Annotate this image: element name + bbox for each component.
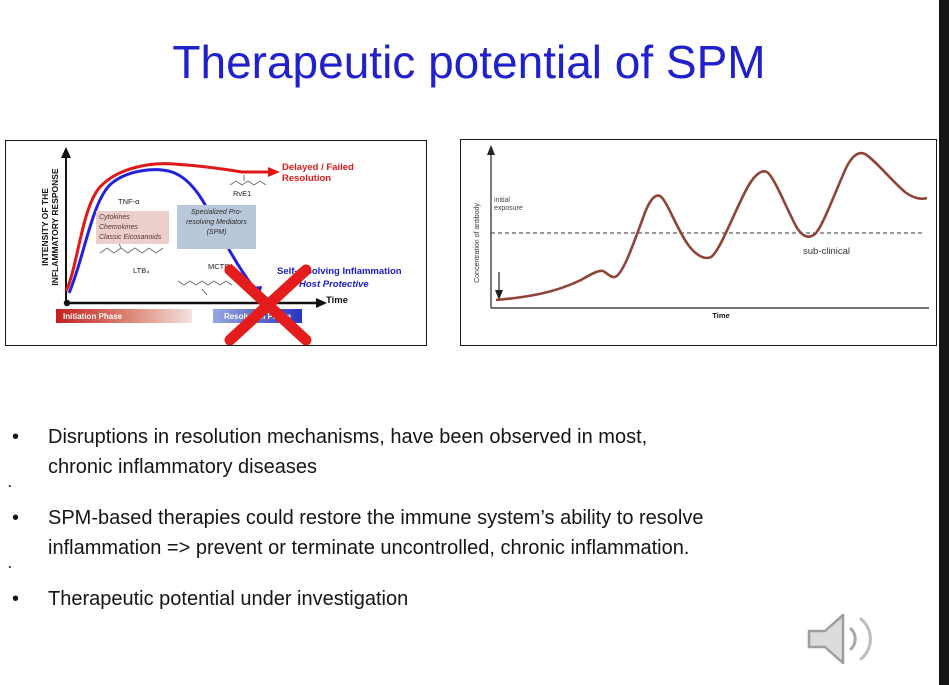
- window-edge-strip: [939, 0, 949, 685]
- initial-exposure-arrowhead-icon: [495, 290, 503, 300]
- bullet-item: • Disruptions in resolution mechanisms, …: [12, 422, 912, 482]
- mctr1-structure-icon: [177, 280, 233, 296]
- initiation-phase-bar: Initiation Phase: [56, 309, 192, 323]
- x-axis-arrowhead-icon: [316, 298, 327, 308]
- bullet-marker: •: [12, 588, 20, 610]
- self-resolving-label: Self-resolving Inflammation: [277, 266, 402, 277]
- stray-bullet-dot: .: [8, 475, 12, 490]
- sound-wave-large-icon: [859, 617, 872, 661]
- bullet-text: SPM-based therapies could restore the im…: [48, 507, 704, 559]
- initial-exposure-label: initial exposure: [494, 197, 523, 213]
- sub-clinical-label: sub-clinical: [803, 246, 850, 257]
- classic-mediators-box: Cytokines Chemokines Classic Eicosanoids: [96, 211, 169, 244]
- y-axis-arrowhead-icon: [487, 145, 495, 155]
- antibody-figure: Concentration of antibody initial exposu…: [460, 139, 937, 346]
- antibody-y-axis-label: Concentration of antibody: [474, 203, 481, 283]
- speaker-body-icon: [807, 613, 845, 665]
- antibody-x-axis-label: Time: [712, 311, 730, 320]
- red-arrowhead-icon: [268, 167, 280, 177]
- sound-wave-small-icon: [849, 627, 857, 651]
- spm-mediators-box: Specialized Pro- resolving Mediators (SP…: [177, 205, 256, 249]
- rve1-label: RvE1: [233, 189, 252, 198]
- bullet-item: • Therapeutic potential under investigat…: [12, 584, 912, 614]
- inflammation-y-axis-label: INTENSITY OF THE INFLAMMATORY RESPONSE: [40, 168, 60, 286]
- audio-speaker-icon[interactable]: [797, 605, 887, 673]
- bullet-marker: •: [12, 507, 20, 529]
- resolution-phase-bar: Resolution Phase: [213, 309, 302, 323]
- bullet-item: • SPM-based therapies could restore the …: [12, 503, 912, 563]
- bullet-marker: •: [12, 426, 20, 448]
- stray-bullet-dot: .: [8, 556, 12, 571]
- delayed-resolution-curve: [64, 162, 270, 292]
- blue-arrowhead-icon: [251, 286, 262, 301]
- antibody-concentration-curve: [495, 151, 928, 302]
- ltb4-label: LTB₄: [133, 266, 150, 275]
- antibody-chart-graphics: [487, 145, 929, 309]
- host-protective-label: Host Protective: [299, 279, 369, 290]
- tnf-alpha-label: TNF-α: [118, 197, 140, 206]
- slide-title: Therapeutic potential of SPM: [172, 36, 766, 88]
- mctr1-label: MCTR1: [208, 262, 234, 271]
- delayed-failed-resolution-label: Delayed / Failed Resolution: [282, 162, 354, 185]
- y-axis-arrowhead-icon: [61, 147, 71, 158]
- rve1-structure-icon: [229, 175, 267, 186]
- axis-origin-dot: [63, 299, 71, 307]
- inflammation-x-axis-label: Time: [326, 295, 349, 306]
- inflammation-figure: INTENSITY OF THE INFLAMMATORY RESPONSE D…: [5, 140, 427, 346]
- bullet-text: Disruptions in resolution mechanisms, ha…: [48, 426, 648, 478]
- bullet-text: Therapeutic potential under investigatio…: [48, 588, 409, 610]
